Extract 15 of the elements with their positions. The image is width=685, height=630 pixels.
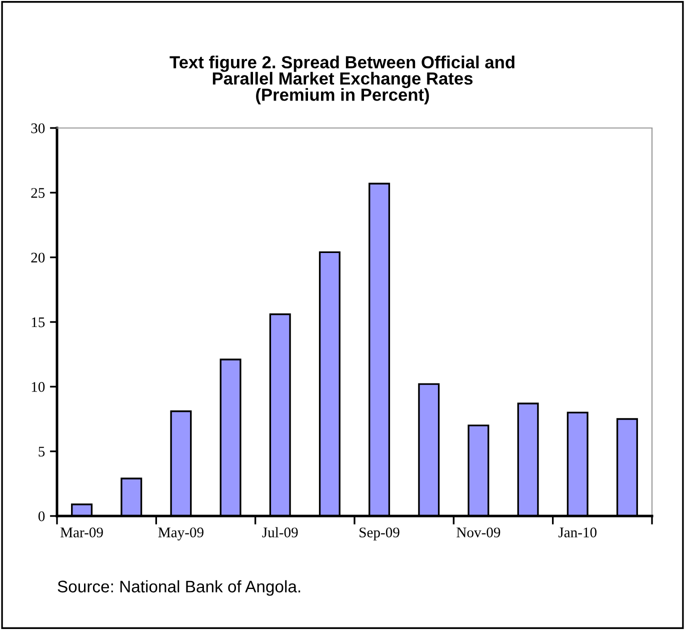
y-tick-label: 0 <box>38 511 45 522</box>
source-note: Source: National Bank of Angola. <box>58 580 300 596</box>
y-tick-label: 10 <box>32 382 45 392</box>
chart-title: Text figure 2. Spread Between Official and Parallel Market Exchange Rates (Premium in Percent) <box>170 56 514 104</box>
x-tick-label: Nov-09 <box>456 528 500 538</box>
y-tick-label: 20 <box>31 252 45 263</box>
y-tick-label: 30 <box>31 123 45 134</box>
x-tick-label: Mar-09 <box>60 528 103 538</box>
y-tick-label: 25 <box>31 188 45 198</box>
y-tick-label: 15 <box>32 317 45 328</box>
y-tick-label: 5 <box>38 446 45 457</box>
x-tick-label: Jan-10 <box>558 528 597 538</box>
x-tick-label: May-09 <box>158 527 204 540</box>
x-tick-label: Sep-09 <box>360 528 400 540</box>
x-tick-label: Jul-09 <box>262 527 298 538</box>
